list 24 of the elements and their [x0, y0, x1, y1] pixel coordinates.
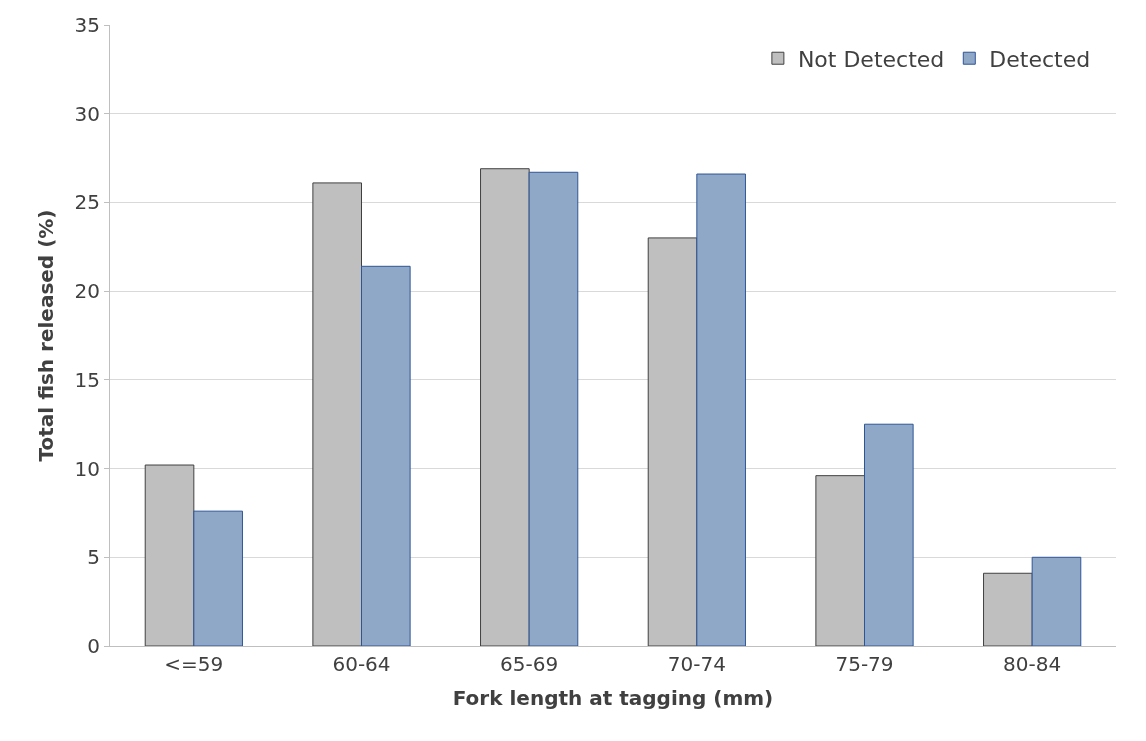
- y-tick-label: 30: [74, 101, 100, 126]
- y-tick-label: 15: [74, 367, 100, 392]
- bar: [193, 510, 243, 646]
- y-tick-label: 10: [74, 456, 100, 481]
- bar: [1031, 556, 1082, 646]
- bar: [528, 171, 579, 646]
- y-axis-title: Total fish released (%): [34, 209, 59, 462]
- x-tick-label: 75-79: [835, 652, 894, 676]
- x-tick-label: 80-84: [1003, 652, 1062, 676]
- x-tick-label: 70-74: [667, 652, 726, 676]
- y-tick-label: 20: [74, 279, 100, 304]
- x-axis-title: Fork length at tagging (mm): [452, 685, 774, 710]
- legend-label: Detected: [989, 46, 1091, 72]
- x-tick-label: 60-64: [332, 652, 391, 676]
- bar: [696, 173, 746, 646]
- bar: [361, 265, 411, 646]
- y-tick-label: 0: [87, 634, 100, 658]
- y-tick-label: 5: [87, 545, 100, 570]
- legend-label: Not Detected: [797, 46, 945, 72]
- bar: [864, 423, 914, 646]
- x-tick-label: 65-69: [500, 652, 559, 676]
- y-tick-label: 35: [74, 13, 100, 37]
- x-tick-label: <=59: [164, 652, 224, 676]
- y-tick-label: 25: [74, 190, 100, 215]
